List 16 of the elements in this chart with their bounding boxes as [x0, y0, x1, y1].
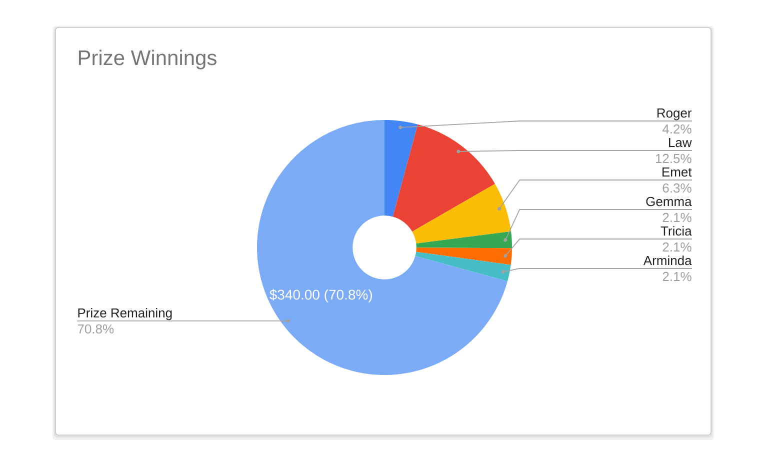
slice-label: Arminda: [643, 256, 692, 266]
data-label: 12.5%: [656, 154, 692, 164]
data-label: 70.8%: [78, 324, 114, 334]
slice-label: Law: [669, 138, 692, 148]
slice-label: Gemma: [646, 196, 692, 206]
data-label: 2.1%: [662, 272, 692, 282]
slice-label: Prize Remaining: [78, 308, 172, 320]
text: $340.00 (70.8%): [270, 289, 372, 302]
data-label: 2.1%: [662, 212, 692, 222]
data-label: 2.1%: [662, 242, 692, 252]
chart-title: Prize Winnings: [78, 50, 216, 70]
data-label: 4.2%: [662, 124, 692, 134]
slice-label: Tricia: [660, 226, 692, 236]
slice-label: Emet: [662, 168, 692, 177]
data-label: 6.3%: [662, 183, 692, 193]
slice-label: Roger: [657, 108, 692, 120]
